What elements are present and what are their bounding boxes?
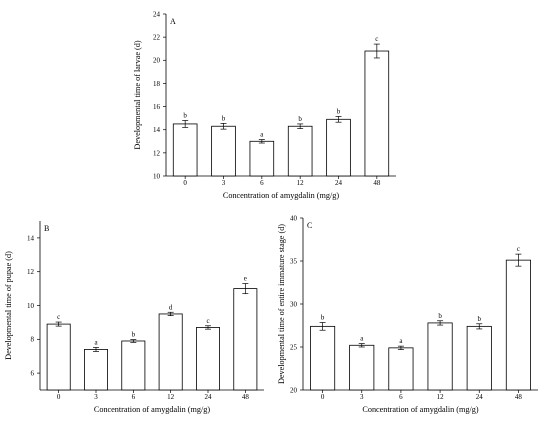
x-tick-label: 12 bbox=[297, 179, 305, 187]
significance-letter: a bbox=[94, 338, 98, 346]
panel-label: B bbox=[44, 224, 49, 233]
x-axis-label: Concentration of amygdalin (mg/g) bbox=[223, 191, 339, 200]
y-tick-label: 10 bbox=[153, 172, 161, 180]
y-tick-label: 25 bbox=[290, 343, 298, 351]
y-tick-label: 22 bbox=[153, 34, 161, 42]
chart-panel-a: 10 12 14 16 18 20 22 24 Ab 0 b 3 a 6 b 12 b 24 c 48 Concentr… bbox=[133, 10, 396, 200]
x-tick-label: 48 bbox=[242, 393, 250, 401]
bar-3 bbox=[211, 125, 236, 177]
y-tick-label: 30 bbox=[290, 300, 298, 308]
y-tick-label: 35 bbox=[290, 257, 298, 265]
y-tick-label: 14 bbox=[27, 234, 35, 242]
bar-0 bbox=[310, 325, 336, 391]
y-tick-label: 16 bbox=[153, 103, 161, 111]
y-axis-label: Developmental time of pupae (d) bbox=[4, 251, 13, 360]
bar-0 bbox=[172, 123, 198, 177]
significance-letter: b bbox=[337, 107, 341, 115]
y-tick-label: 6 bbox=[31, 370, 35, 378]
significance-letter: c bbox=[375, 35, 378, 43]
y-tick-label: 8 bbox=[31, 336, 35, 344]
x-tick-label: 12 bbox=[437, 393, 445, 401]
significance-letter: a bbox=[399, 337, 403, 345]
significance-letter: d bbox=[169, 303, 173, 311]
significance-letter: c bbox=[206, 317, 209, 325]
significance-letter: c bbox=[57, 313, 60, 321]
y-tick-label: 10 bbox=[27, 302, 35, 310]
significance-letter: b bbox=[222, 114, 226, 122]
significance-letter: b bbox=[298, 115, 302, 123]
y-axis-label: Developmental time of larvae (d) bbox=[133, 40, 142, 149]
y-tick-label: 40 bbox=[290, 214, 298, 222]
significance-letter: b bbox=[478, 315, 482, 323]
x-tick-label: 0 bbox=[57, 393, 61, 401]
y-tick-label: 14 bbox=[153, 126, 161, 134]
y-tick-label: 12 bbox=[27, 268, 35, 276]
x-tick-label: 24 bbox=[476, 393, 484, 401]
x-tick-label: 6 bbox=[132, 393, 136, 401]
y-tick-label: 12 bbox=[153, 149, 161, 157]
x-tick-label: 3 bbox=[222, 179, 226, 187]
y-axis-label: Developmental time of entire immature st… bbox=[277, 224, 286, 384]
bar-3 bbox=[84, 349, 108, 391]
bar-24 bbox=[466, 325, 492, 391]
chart-panel-b: 6 8 10 12 14 Bc 0 a 3 b 6 d 12 c 24 e 48 Concentration of… bbox=[4, 221, 264, 414]
x-tick-label: 6 bbox=[399, 393, 403, 401]
y-tick-label: 20 bbox=[290, 386, 298, 394]
chart-panel-c: 20 25 30 35 40 Cb 0 a 3 a 6 b 12 b 24 c 48 Concentration … bbox=[277, 214, 538, 414]
x-tick-label: 6 bbox=[260, 179, 264, 187]
significance-letter: a bbox=[360, 335, 364, 343]
bar-3 bbox=[349, 344, 375, 391]
panel-label: C bbox=[307, 221, 312, 230]
bar-48 bbox=[364, 50, 390, 177]
x-tick-label: 3 bbox=[94, 393, 98, 401]
bar-0 bbox=[46, 323, 71, 391]
significance-letter: b bbox=[321, 313, 325, 321]
significance-letter: c bbox=[517, 245, 520, 253]
bar-12 bbox=[158, 313, 183, 391]
significance-letter: a bbox=[260, 131, 264, 139]
x-tick-label: 48 bbox=[373, 179, 381, 187]
x-axis-label: Concentration of amygdalin (mg/g) bbox=[362, 405, 478, 414]
bar-24 bbox=[326, 118, 351, 177]
panel-label: A bbox=[170, 17, 176, 26]
x-tick-label: 0 bbox=[183, 179, 187, 187]
significance-letter: b bbox=[438, 312, 442, 320]
significance-letter: b bbox=[132, 331, 136, 339]
significance-letter: b bbox=[183, 111, 187, 119]
x-tick-label: 24 bbox=[335, 179, 343, 187]
bar-6 bbox=[249, 140, 275, 177]
bar-6 bbox=[121, 340, 146, 391]
bar-12 bbox=[427, 322, 453, 391]
significance-letter: e bbox=[244, 275, 247, 283]
bar-48 bbox=[233, 288, 258, 391]
x-axis-label: Concentration of amygdalin (mg/g) bbox=[94, 405, 210, 414]
bar-48 bbox=[505, 259, 531, 391]
x-tick-label: 24 bbox=[205, 393, 213, 401]
x-tick-label: 48 bbox=[515, 393, 523, 401]
x-tick-label: 0 bbox=[321, 393, 325, 401]
bar-6 bbox=[388, 347, 414, 391]
x-tick-label: 12 bbox=[167, 393, 175, 401]
bar-12 bbox=[287, 125, 313, 177]
y-tick-label: 20 bbox=[153, 57, 161, 65]
x-tick-label: 3 bbox=[360, 393, 364, 401]
bar-24 bbox=[196, 327, 220, 391]
y-tick-label: 24 bbox=[153, 10, 161, 18]
y-tick-label: 18 bbox=[153, 80, 161, 88]
